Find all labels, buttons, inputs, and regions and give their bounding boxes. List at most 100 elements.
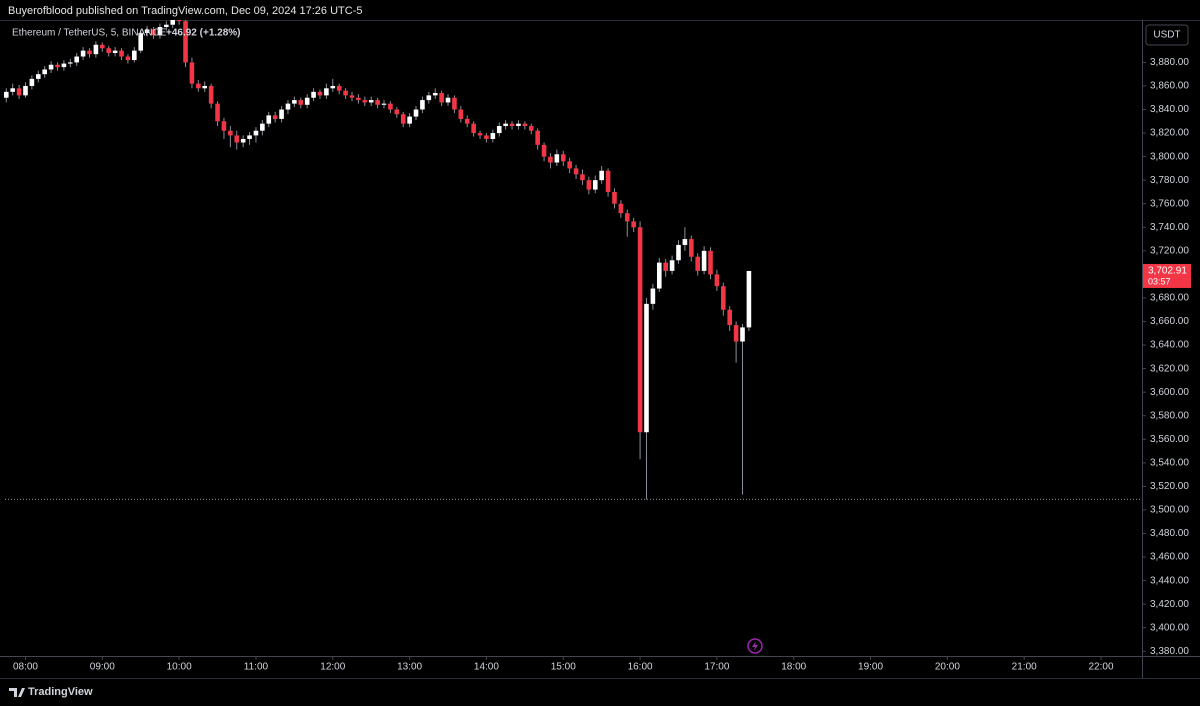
y-tick-label: 3,720.00 [1150,245,1189,256]
candle-body [676,244,681,261]
candle-body [119,50,124,57]
candle-body [624,213,630,222]
candle-body [490,133,496,139]
candle-body [356,97,361,101]
candle-body [189,62,195,84]
candle-body [292,100,297,104]
candle-body [560,154,566,162]
candle-body [413,109,419,117]
candle-body [61,63,67,68]
y-tick-label: 3,520.00 [1150,481,1189,492]
candle-body [279,109,284,119]
candle-body [445,97,451,103]
candle-body [132,50,137,61]
currency-button[interactable] [1145,24,1189,46]
lightning-icon [747,638,763,654]
candle-body [260,123,265,131]
candle-body [554,154,560,163]
candle-body [548,156,553,163]
y-tick-label: 3,760.00 [1150,198,1189,209]
candle-body [311,91,316,98]
candle-body [727,309,733,326]
y-tick-label: 3,780.00 [1150,175,1189,186]
candle-body [688,239,694,257]
x-tick-label: 14:00 [474,662,499,673]
candle-body [656,262,662,289]
candle-body [48,64,54,70]
candle-body [573,168,579,175]
y-tick-label: 3,840.00 [1150,104,1189,115]
candle-body [740,327,745,342]
x-tick-label: 09:00 [90,662,115,673]
candle-body [567,161,572,169]
y-tick-label: 3,460.00 [1150,552,1189,563]
y-tick-label: 3,860.00 [1150,81,1189,92]
symbol-title: Ethereum / TetherUS, 5, BINANCE [12,28,167,39]
candle-body [496,126,502,134]
candle-body [196,83,201,89]
candle-body [42,69,47,75]
y-tick-label: 3,640.00 [1150,340,1189,351]
y-tick-label: 3,660.00 [1150,316,1189,327]
candle-body [298,100,304,105]
y-tick-label: 3,500.00 [1150,505,1189,516]
x-tick-label: 16:00 [628,662,653,673]
candle-body [144,29,150,33]
candle-body [317,91,323,96]
candle-body [170,20,176,25]
candle-body [746,270,752,328]
candle-body [458,109,464,119]
candle-body [80,50,86,57]
candle-body [55,64,60,68]
candle-body [100,44,105,49]
candle-body [362,100,368,103]
candle-body [221,121,227,131]
x-tick-label: 20:00 [935,662,960,673]
candle-body [138,32,144,51]
candle-body [125,56,131,61]
candle-body [74,56,80,63]
candle-body [535,130,540,145]
y-tick-label: 3,400.00 [1150,622,1189,633]
y-tick-label: 3,420.00 [1150,599,1189,610]
candle-body [541,144,547,157]
footer-brand: TradingView [28,686,93,698]
candle-body [631,221,636,228]
candle-body [349,95,355,98]
candle-body [202,85,208,89]
candle-body [266,115,272,124]
candle-body [343,90,348,96]
candle-body [471,123,476,134]
publisher-header: Buyerofblood published on TradingView.co… [8,5,362,17]
candle-body [503,123,508,126]
candle-body [605,170,611,192]
candle-body [3,91,9,98]
candle-body [253,130,259,136]
candle-body [176,20,182,22]
candle-body [10,88,15,92]
x-tick-label: 10:00 [167,662,192,673]
candle-body [618,203,624,214]
candle-body [285,103,291,110]
candle-body [240,138,246,143]
candle-body [701,250,707,271]
candle-body [708,250,713,275]
y-tick-label: 3,880.00 [1150,57,1189,68]
y-tick-label: 3,620.00 [1150,363,1189,374]
countdown-label: 03:57 [1148,276,1171,286]
candle-body [650,288,656,304]
candle-body [93,44,99,55]
candle-body [272,115,278,119]
candle-body [112,50,118,53]
y-tick-label: 3,440.00 [1150,575,1189,586]
last-price-label: 3,702.91 [1148,266,1187,277]
candle-body [733,325,739,342]
x-tick-label: 13:00 [397,662,422,673]
candle-body [368,100,374,103]
currency-label[interactable]: USDT [1153,30,1180,41]
candle-body [612,191,617,204]
y-tick-label: 3,680.00 [1150,293,1189,304]
candle-body [439,93,444,103]
